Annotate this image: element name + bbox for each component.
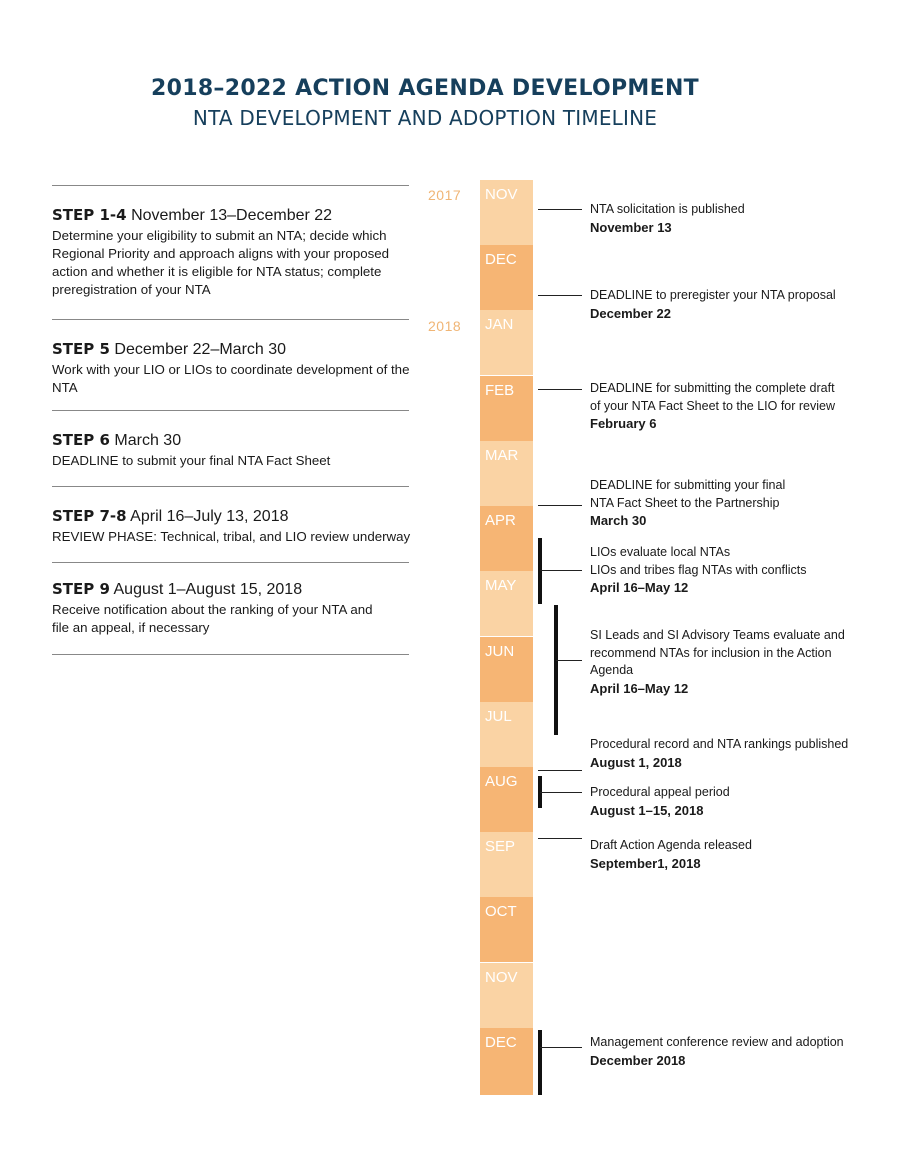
month-apr: APR <box>480 506 533 571</box>
step-description: Determine your eligibility to submit an … <box>52 228 390 297</box>
divider <box>52 486 409 487</box>
step-label: STEP 6 <box>52 431 110 449</box>
month-nov-2018: NOV <box>480 963 533 1028</box>
month-dec-2018: DEC <box>480 1028 533 1095</box>
event-final-deadline: DEADLINE for submitting your final NTA F… <box>590 477 880 530</box>
step-1-4: STEP 1-4 November 13–December 22 Determi… <box>52 205 417 299</box>
event-tick <box>538 770 582 771</box>
step-label: STEP 7-8 <box>52 507 127 525</box>
event-date: August 1–15, 2018 <box>590 802 704 818</box>
page-title: 2018–2022 ACTION AGENDA DEVELOPMENT <box>151 76 699 101</box>
month-jun: JUN <box>480 637 533 702</box>
range-bar <box>538 538 542 604</box>
event-tick <box>538 389 582 390</box>
month-jul: JUL <box>480 702 533 767</box>
month-jan: JAN <box>480 310 533 375</box>
event-tick <box>538 295 582 296</box>
event-tick <box>538 209 582 210</box>
step-dates: November 13–December 22 <box>131 207 333 224</box>
month-feb: FEB <box>480 376 533 441</box>
step-dates: December 22–March 30 <box>114 341 287 358</box>
step-description: Work with your LIO or LIOs to coordinate… <box>52 362 410 395</box>
step-dates: March 30 <box>114 432 182 449</box>
step-label: STEP 1-4 <box>52 206 127 224</box>
event-draft-released: Draft Action Agenda released September1,… <box>590 837 880 872</box>
event-date: December 22 <box>590 305 671 321</box>
step-dates: August 1–August 15, 2018 <box>113 581 303 598</box>
event-preregister-deadline: DEADLINE to preregister your NTA proposa… <box>590 287 880 322</box>
divider <box>52 654 409 655</box>
event-date: December 2018 <box>590 1052 686 1068</box>
page-subtitle: NTA DEVELOPMENT AND ADOPTION TIMELINE <box>192 106 658 130</box>
event-date: November 13 <box>590 219 672 235</box>
event-lio-evaluate: LIOs evaluate local NTAs LIOs and tribes… <box>590 544 880 597</box>
step-description: Receive notification about the ranking o… <box>52 602 373 635</box>
event-date: February 6 <box>590 416 657 431</box>
divider <box>52 410 409 411</box>
month-sep: SEP <box>480 832 533 897</box>
event-rankings-published: Procedural record and NTA rankings publi… <box>590 736 880 771</box>
step-7-8: STEP 7-8 April 16–July 13, 2018 REVIEW P… <box>52 506 417 546</box>
step-6: STEP 6 March 30 DEADLINE to submit your … <box>52 430 417 470</box>
divider <box>52 185 409 186</box>
range-bar <box>538 1030 542 1095</box>
event-date: August 1, 2018 <box>590 754 682 770</box>
divider <box>52 562 409 563</box>
event-tick <box>538 505 582 506</box>
month-dec-2017: DEC <box>480 245 533 310</box>
month-may: MAY <box>480 571 533 636</box>
step-9: STEP 9 August 1–August 15, 2018 Receive … <box>52 579 417 637</box>
year-label: 2017 <box>428 187 462 203</box>
event-tick <box>538 838 582 839</box>
event-si-evaluate: SI Leads and SI Advisory Teams evaluate … <box>590 627 880 697</box>
event-date: March 30 <box>590 513 647 528</box>
step-dates: April 16–July 13, 2018 <box>130 508 289 525</box>
month-nov-2017: NOV <box>480 180 533 245</box>
step-5: STEP 5 December 22–March 30 Work with yo… <box>52 339 417 397</box>
month-oct: OCT <box>480 897 533 962</box>
month-mar: MAR <box>480 441 533 506</box>
step-label: STEP 5 <box>52 340 110 358</box>
divider <box>52 319 409 320</box>
range-bar <box>554 605 558 735</box>
step-description: REVIEW PHASE: Technical, tribal, and LIO… <box>52 529 411 544</box>
event-appeal-period: Procedural appeal period August 1–15, 20… <box>590 784 880 819</box>
event-tick <box>540 792 582 793</box>
event-solicitation: NTA solicitation is published November 1… <box>590 201 880 236</box>
year-label: 2018 <box>428 318 462 334</box>
event-date: April 16–May 12 <box>590 580 689 595</box>
event-date: September1, 2018 <box>590 855 701 871</box>
event-draft-deadline: DEADLINE for submitting the complete dra… <box>590 380 880 433</box>
event-tick <box>540 570 582 571</box>
event-tick <box>556 660 582 661</box>
step-label: STEP 9 <box>52 580 110 598</box>
event-date: April 16–May 12 <box>590 680 689 696</box>
step-description: DEADLINE to submit your final NTA Fact S… <box>52 453 331 468</box>
month-aug: AUG <box>480 767 533 832</box>
event-adoption: Management conference review and adoptio… <box>590 1034 880 1069</box>
event-tick <box>540 1047 582 1048</box>
